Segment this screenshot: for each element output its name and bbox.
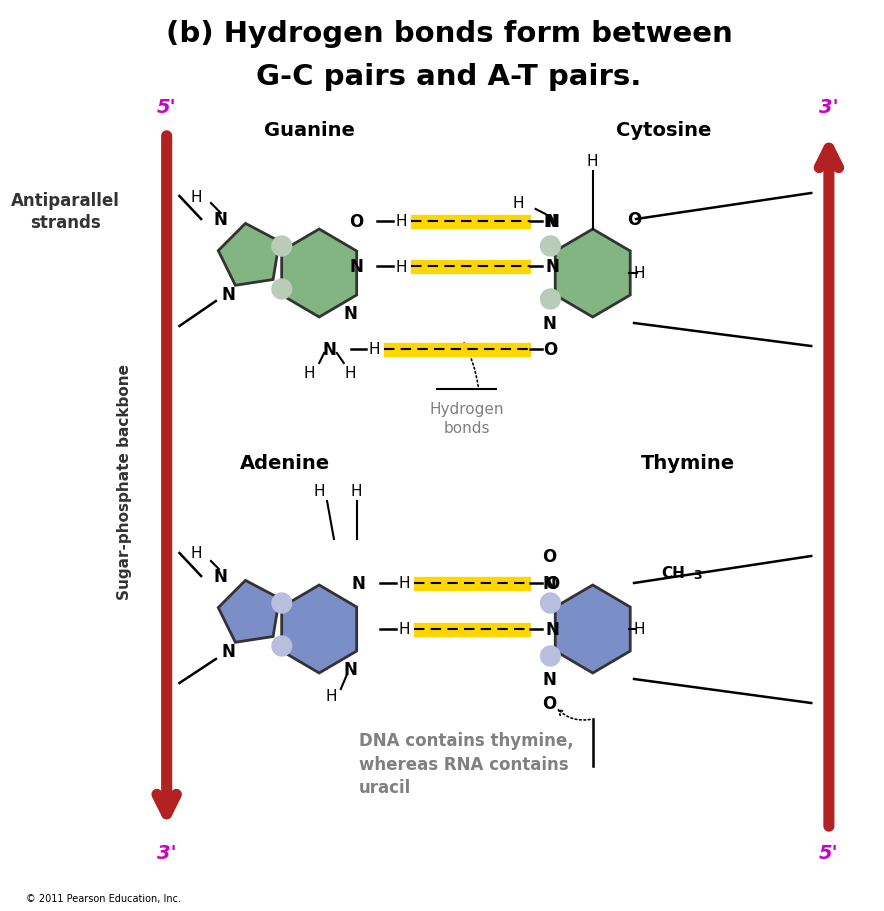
Text: Cytosine: Cytosine: [616, 120, 712, 139]
Text: N: N: [214, 568, 228, 586]
Circle shape: [541, 290, 560, 310]
Polygon shape: [282, 230, 356, 318]
Text: N: N: [352, 574, 365, 592]
Text: H: H: [325, 689, 337, 703]
Text: H: H: [190, 546, 202, 561]
Text: Hydrogen
bonds: Hydrogen bonds: [430, 402, 504, 435]
Text: N: N: [350, 258, 363, 276]
Text: H: H: [369, 343, 380, 357]
Text: H: H: [314, 484, 325, 499]
Text: O: O: [627, 210, 641, 229]
Text: N: N: [222, 642, 236, 660]
Polygon shape: [218, 224, 279, 286]
Polygon shape: [555, 586, 630, 673]
Text: H: H: [398, 576, 409, 591]
Polygon shape: [218, 580, 279, 642]
Text: H: H: [395, 214, 407, 230]
Text: N: N: [545, 213, 560, 230]
Text: H: H: [633, 266, 644, 281]
Text: O: O: [544, 341, 558, 359]
Text: CH: CH: [661, 566, 685, 581]
Text: H: H: [587, 154, 598, 169]
Text: O: O: [542, 548, 557, 566]
Text: G-C pairs and A-T pairs.: G-C pairs and A-T pairs.: [256, 63, 642, 91]
Text: H: H: [398, 622, 409, 637]
Text: Thymine: Thymine: [641, 454, 735, 473]
Text: Guanine: Guanine: [264, 120, 354, 139]
Polygon shape: [282, 586, 356, 673]
Text: N: N: [544, 213, 557, 230]
Text: O: O: [545, 574, 560, 592]
Circle shape: [272, 593, 292, 613]
Text: N: N: [543, 574, 556, 592]
Text: 3': 3': [819, 97, 839, 117]
Text: H: H: [633, 622, 644, 637]
Text: Antiparallel
strands: Antiparallel strands: [11, 191, 119, 231]
Text: N: N: [344, 660, 358, 679]
Polygon shape: [555, 230, 630, 318]
Text: H: H: [395, 260, 407, 274]
Text: Adenine: Adenine: [240, 454, 330, 473]
Text: H: H: [345, 366, 356, 381]
Text: O: O: [542, 694, 557, 712]
Circle shape: [541, 593, 560, 613]
Text: (b) Hydrogen bonds form between: (b) Hydrogen bonds form between: [165, 20, 733, 48]
Text: © 2011 Pearson Education, Inc.: © 2011 Pearson Education, Inc.: [26, 893, 181, 903]
Text: N: N: [543, 314, 556, 333]
Text: N: N: [545, 620, 560, 639]
Text: H: H: [190, 189, 202, 204]
Text: 3: 3: [693, 568, 702, 581]
Text: N: N: [322, 341, 336, 359]
Text: N: N: [545, 258, 560, 276]
Text: N: N: [543, 670, 556, 688]
Text: H: H: [303, 366, 315, 381]
Circle shape: [541, 237, 560, 257]
Text: 3': 3': [156, 843, 177, 862]
Text: N: N: [344, 304, 358, 322]
Circle shape: [272, 237, 292, 257]
Circle shape: [272, 636, 292, 656]
Text: Sugar-phosphate backbone: Sugar-phosphate backbone: [117, 363, 132, 599]
Text: DNA contains thymine,
whereas RNA contains
uracil: DNA contains thymine, whereas RNA contai…: [359, 732, 573, 796]
Circle shape: [272, 280, 292, 300]
Text: 5': 5': [819, 843, 839, 862]
Text: H: H: [351, 484, 362, 499]
Text: H: H: [512, 196, 523, 211]
Text: O: O: [349, 213, 363, 230]
Circle shape: [541, 646, 560, 666]
Text: N: N: [214, 210, 228, 229]
Text: 5': 5': [156, 97, 177, 117]
Text: N: N: [222, 286, 236, 303]
